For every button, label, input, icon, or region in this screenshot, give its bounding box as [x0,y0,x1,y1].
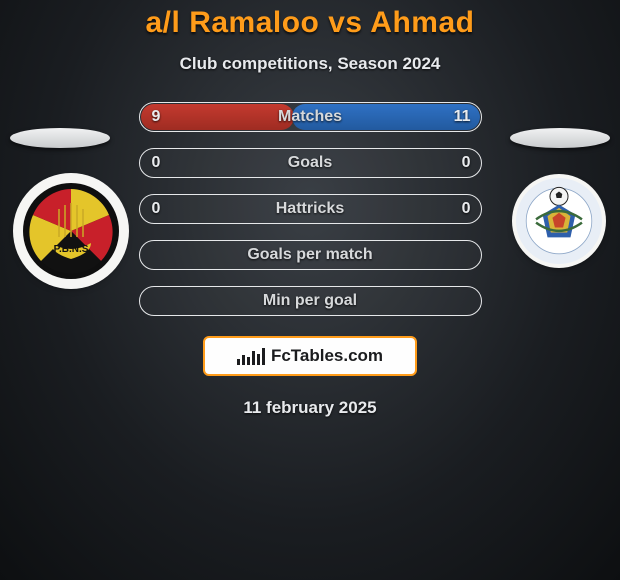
brand-text: FcTables.com [271,346,383,366]
stat-left-value: 0 [152,195,161,223]
stat-label: Hattricks [276,200,344,218]
stat-label: Min per goal [263,292,357,310]
stat-right-value: 11 [454,103,471,131]
club-badge-right [516,178,602,264]
stat-row-matches: 9 Matches 11 [139,102,482,132]
club-badge-left: P.B.N.S [18,178,124,284]
stat-label: Goals [288,154,332,172]
subtitle: Club competitions, Season 2024 [0,54,620,74]
stat-right-value: 0 [462,195,471,223]
stat-row-goals-per-match: Goals per match [139,240,482,270]
stat-left-value: 9 [152,103,161,131]
player-left-avatar-ellipse [10,128,110,148]
svg-text:P.B.N.S: P.B.N.S [54,244,89,255]
stat-label: Matches [278,108,342,126]
date-line: 11 february 2025 [0,398,620,418]
stat-left-value: 0 [152,149,161,177]
stat-fill-left [141,104,294,130]
club-badge-left-svg: P.B.N.S [21,181,121,281]
stat-right-value: 0 [462,149,471,177]
bar-chart-icon [237,348,265,365]
stat-row-min-per-goal: Min per goal [139,286,482,316]
brand-pill[interactable]: FcTables.com [203,336,417,376]
player-right-avatar-ellipse [510,128,610,148]
content: a/l Ramaloo vs Ahmad Club competitions, … [0,0,620,580]
stat-label: Goals per match [247,246,372,264]
stats-column: 9 Matches 11 0 Goals 0 0 Hattricks 0 Goa… [139,102,482,316]
club-badge-right-svg [518,180,600,262]
stat-row-goals: 0 Goals 0 [139,148,482,178]
stat-row-hattricks: 0 Hattricks 0 [139,194,482,224]
page-title: a/l Ramaloo vs Ahmad [0,6,620,40]
